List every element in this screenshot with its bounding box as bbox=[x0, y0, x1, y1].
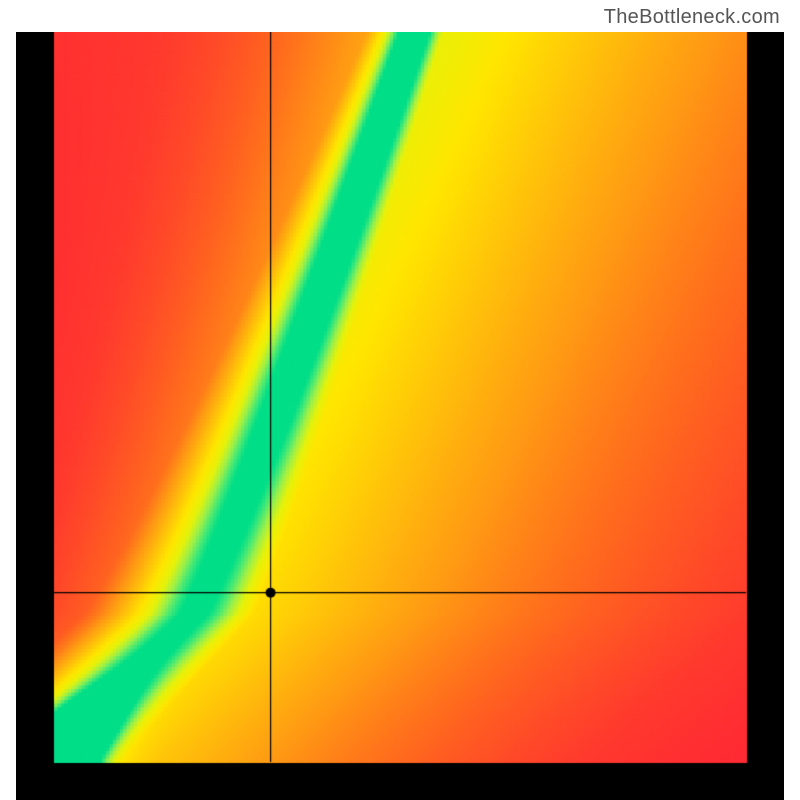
watermark-text: TheBottleneck.com bbox=[604, 6, 780, 29]
bottleneck-heatmap bbox=[16, 32, 784, 800]
